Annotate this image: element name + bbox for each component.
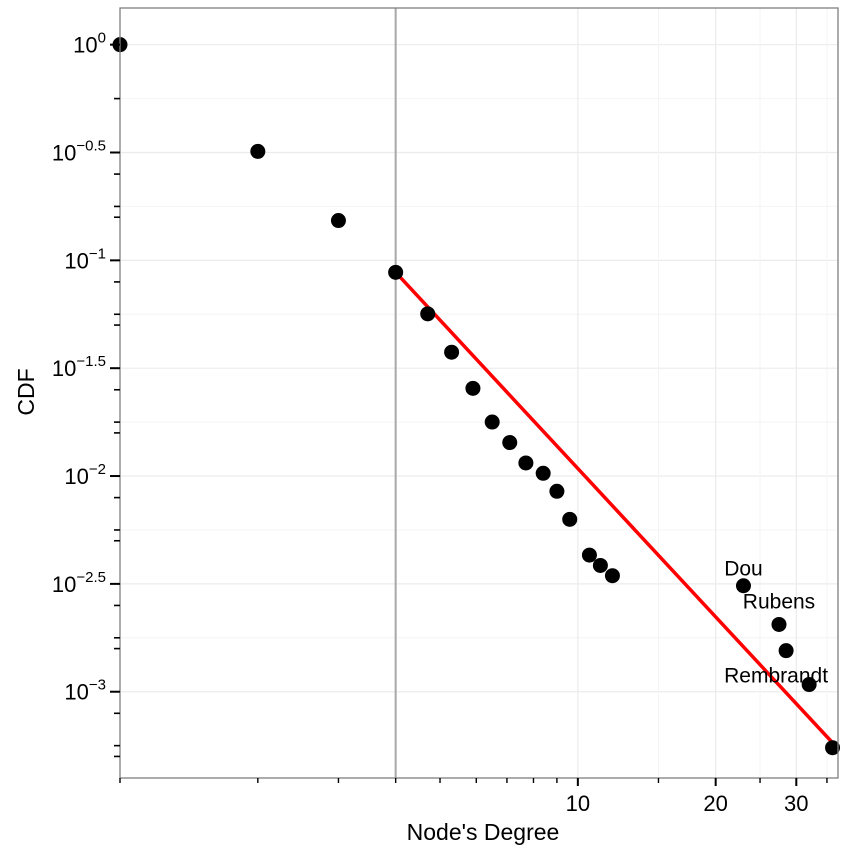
data-point (330, 213, 346, 229)
y-tick-base: 10 (73, 33, 97, 58)
x-tick-label: 10 (566, 791, 590, 816)
data-point (771, 616, 787, 632)
y-tick-exponent: −3 (89, 677, 106, 694)
y-tick-base: 10 (64, 680, 88, 705)
data-point (735, 578, 751, 594)
fit-line-group (393, 270, 835, 745)
fit-line (393, 270, 835, 745)
data-point (465, 380, 481, 396)
y-tick-label: 10−1.5 (52, 353, 106, 381)
y-tick-exponent: −1.5 (76, 353, 106, 370)
data-point (592, 557, 608, 573)
y-tick-label: 10−2 (64, 461, 106, 489)
x-tick-label: 20 (703, 791, 727, 816)
y-tick-base: 10 (64, 464, 88, 489)
y-tick-exponent: −0.5 (76, 138, 106, 155)
data-point (444, 344, 460, 360)
data-point (825, 740, 841, 756)
grid (120, 8, 838, 778)
y-tick-label: 10−3 (64, 677, 106, 705)
x-tick-label: 30 (784, 791, 808, 816)
y-tick-exponent: 0 (98, 30, 106, 47)
y-tick-label: 10−1 (64, 245, 106, 273)
x-axis-title: Node's Degree (407, 819, 560, 845)
data-point (518, 455, 534, 471)
data-points (112, 37, 841, 756)
y-tick-label: 100 (73, 30, 106, 58)
data-point (502, 435, 518, 451)
y-tick-base: 10 (64, 248, 88, 273)
point-label: Rubens (743, 590, 815, 613)
y-tick-exponent: −2 (89, 461, 106, 478)
data-point (420, 306, 436, 322)
y-tick-label: 10−2.5 (52, 569, 106, 597)
point-label: Dou (724, 558, 763, 581)
data-point (778, 643, 794, 659)
y-tick-base: 10 (52, 141, 76, 166)
data-point (535, 465, 551, 481)
point-label: Rembrandt (724, 665, 828, 688)
y-axis-title: CDF (13, 368, 39, 415)
data-point (484, 414, 500, 430)
data-point (549, 483, 565, 499)
data-point (250, 143, 266, 159)
data-point (388, 264, 404, 280)
y-tick-label: 10−0.5 (52, 138, 106, 166)
data-point (801, 677, 817, 693)
data-point (604, 568, 620, 584)
y-tick-base: 10 (52, 572, 76, 597)
axes (110, 7, 839, 786)
y-tick-exponent: −2.5 (76, 569, 106, 586)
y-tick-exponent: −1 (89, 245, 106, 262)
y-tick-base: 10 (52, 356, 76, 381)
point-annotations: Dou Rubens Rembrandt (724, 558, 828, 688)
data-point (562, 511, 578, 527)
plot-border (119, 7, 839, 779)
data-point (581, 547, 597, 563)
